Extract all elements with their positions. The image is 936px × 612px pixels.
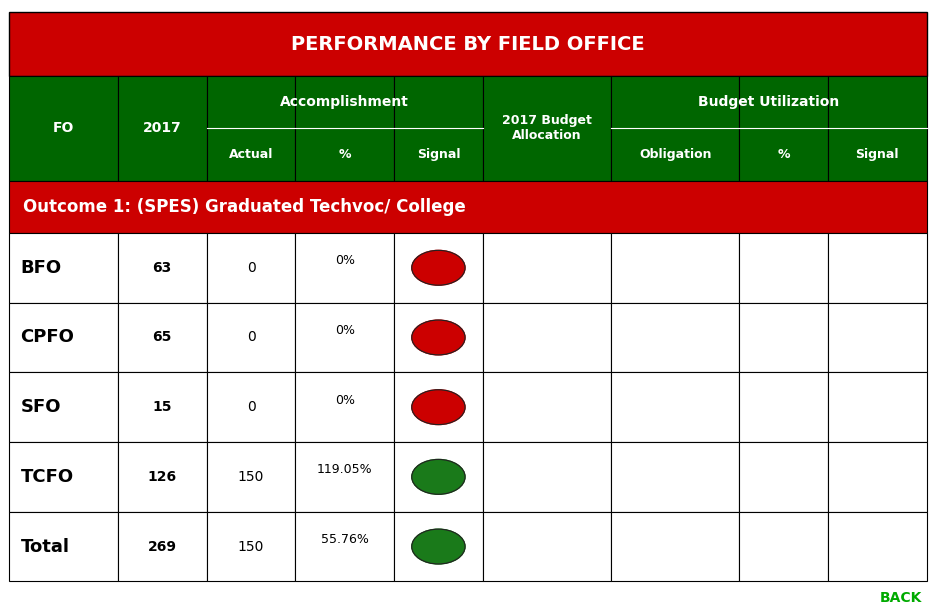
- Bar: [207, 233, 296, 302]
- Bar: [118, 512, 207, 581]
- Bar: [611, 233, 739, 302]
- Bar: [118, 442, 207, 512]
- Text: 15: 15: [153, 400, 172, 414]
- Text: 0: 0: [246, 400, 256, 414]
- Bar: [828, 302, 927, 372]
- Circle shape: [412, 390, 465, 425]
- Bar: [611, 512, 739, 581]
- Text: Outcome 1: (SPES) Graduated Techvoc/ College: Outcome 1: (SPES) Graduated Techvoc/ Col…: [23, 198, 466, 216]
- Bar: [207, 512, 296, 581]
- Bar: [739, 76, 828, 181]
- Text: 269: 269: [148, 540, 177, 553]
- Bar: [118, 302, 207, 372]
- Text: 150: 150: [238, 470, 264, 484]
- Bar: [828, 442, 927, 512]
- Bar: [828, 233, 927, 302]
- Text: BACK: BACK: [880, 591, 922, 605]
- Bar: [828, 512, 927, 581]
- Bar: [394, 233, 483, 302]
- Circle shape: [412, 460, 465, 494]
- Bar: [394, 372, 483, 442]
- Bar: [739, 512, 828, 581]
- Text: 0%: 0%: [335, 324, 355, 337]
- Bar: [9, 233, 118, 302]
- Text: Total: Total: [21, 537, 69, 556]
- Bar: [296, 442, 394, 512]
- Text: 2017 Budget
Allocation: 2017 Budget Allocation: [502, 114, 592, 143]
- Text: SFO: SFO: [21, 398, 61, 416]
- Bar: [394, 512, 483, 581]
- Bar: [9, 181, 927, 233]
- Circle shape: [412, 529, 465, 564]
- Text: Obligation: Obligation: [639, 148, 711, 161]
- Text: 126: 126: [148, 470, 177, 484]
- Bar: [394, 302, 483, 372]
- Bar: [828, 372, 927, 442]
- Bar: [828, 76, 927, 181]
- Text: Actual: Actual: [228, 148, 273, 161]
- Circle shape: [412, 320, 465, 355]
- Text: 55.76%: 55.76%: [321, 533, 369, 546]
- Bar: [611, 442, 739, 512]
- Bar: [9, 512, 118, 581]
- Bar: [739, 302, 828, 372]
- Text: 63: 63: [153, 261, 172, 275]
- Text: 2017: 2017: [143, 121, 182, 135]
- Bar: [296, 233, 394, 302]
- Bar: [394, 442, 483, 512]
- Text: TCFO: TCFO: [21, 468, 74, 486]
- Text: 0%: 0%: [335, 255, 355, 267]
- Bar: [483, 76, 611, 181]
- Text: 119.05%: 119.05%: [317, 463, 373, 476]
- Bar: [9, 372, 118, 442]
- Bar: [9, 12, 927, 76]
- Bar: [207, 372, 296, 442]
- Bar: [483, 233, 611, 302]
- Bar: [9, 76, 118, 181]
- Bar: [739, 372, 828, 442]
- Bar: [118, 372, 207, 442]
- Text: PERFORMANCE BY FIELD OFFICE: PERFORMANCE BY FIELD OFFICE: [291, 35, 645, 54]
- Bar: [296, 302, 394, 372]
- Bar: [9, 302, 118, 372]
- Bar: [296, 512, 394, 581]
- Circle shape: [412, 250, 465, 285]
- Bar: [483, 302, 611, 372]
- Bar: [118, 233, 207, 302]
- Text: %: %: [778, 148, 790, 161]
- Bar: [611, 302, 739, 372]
- Bar: [483, 512, 611, 581]
- Bar: [207, 442, 296, 512]
- Text: BFO: BFO: [21, 259, 62, 277]
- Text: %: %: [339, 148, 351, 161]
- Text: 0%: 0%: [335, 394, 355, 407]
- Text: 150: 150: [238, 540, 264, 553]
- Bar: [9, 442, 118, 512]
- Text: Budget Utilization: Budget Utilization: [698, 95, 840, 110]
- Bar: [483, 442, 611, 512]
- Bar: [207, 76, 296, 181]
- Bar: [739, 233, 828, 302]
- Bar: [611, 372, 739, 442]
- Text: 0: 0: [246, 261, 256, 275]
- Bar: [296, 76, 394, 181]
- Bar: [296, 372, 394, 442]
- Text: 65: 65: [153, 330, 172, 345]
- Text: Accomplishment: Accomplishment: [280, 95, 409, 110]
- Bar: [394, 76, 483, 181]
- Bar: [207, 302, 296, 372]
- Text: Signal: Signal: [856, 148, 899, 161]
- Bar: [483, 372, 611, 442]
- Text: CPFO: CPFO: [21, 329, 75, 346]
- Text: FO: FO: [53, 121, 74, 135]
- Bar: [611, 76, 739, 181]
- Bar: [739, 442, 828, 512]
- Bar: [118, 76, 207, 181]
- Text: Signal: Signal: [417, 148, 461, 161]
- Text: 0: 0: [246, 330, 256, 345]
